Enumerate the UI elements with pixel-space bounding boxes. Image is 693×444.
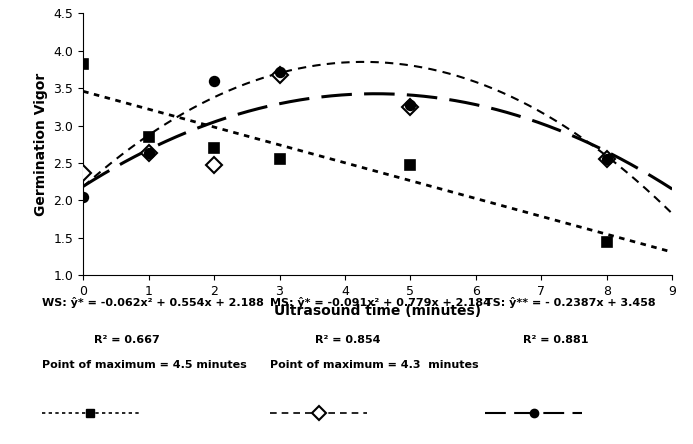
- Text: MS: ŷ* = -0.091x² + 0.779x + 2.184: MS: ŷ* = -0.091x² + 0.779x + 2.184: [270, 297, 491, 309]
- Text: TS: ŷ** = - 0.2387x + 3.458: TS: ŷ** = - 0.2387x + 3.458: [485, 297, 656, 309]
- Text: Point of maximum = 4.3  minutes: Point of maximum = 4.3 minutes: [270, 360, 479, 370]
- Text: WS: ŷ* = -0.062x² + 0.554x + 2.188: WS: ŷ* = -0.062x² + 0.554x + 2.188: [42, 297, 263, 309]
- X-axis label: Ultrasound time (minutes): Ultrasound time (minutes): [274, 304, 481, 317]
- Text: Point of maximum = 4.5 minutes: Point of maximum = 4.5 minutes: [42, 360, 246, 370]
- Text: R² = 0.854: R² = 0.854: [315, 335, 381, 345]
- Text: R² = 0.881: R² = 0.881: [523, 335, 589, 345]
- Text: R² = 0.667: R² = 0.667: [94, 335, 159, 345]
- Y-axis label: Germination Vigor: Germination Vigor: [34, 73, 48, 216]
